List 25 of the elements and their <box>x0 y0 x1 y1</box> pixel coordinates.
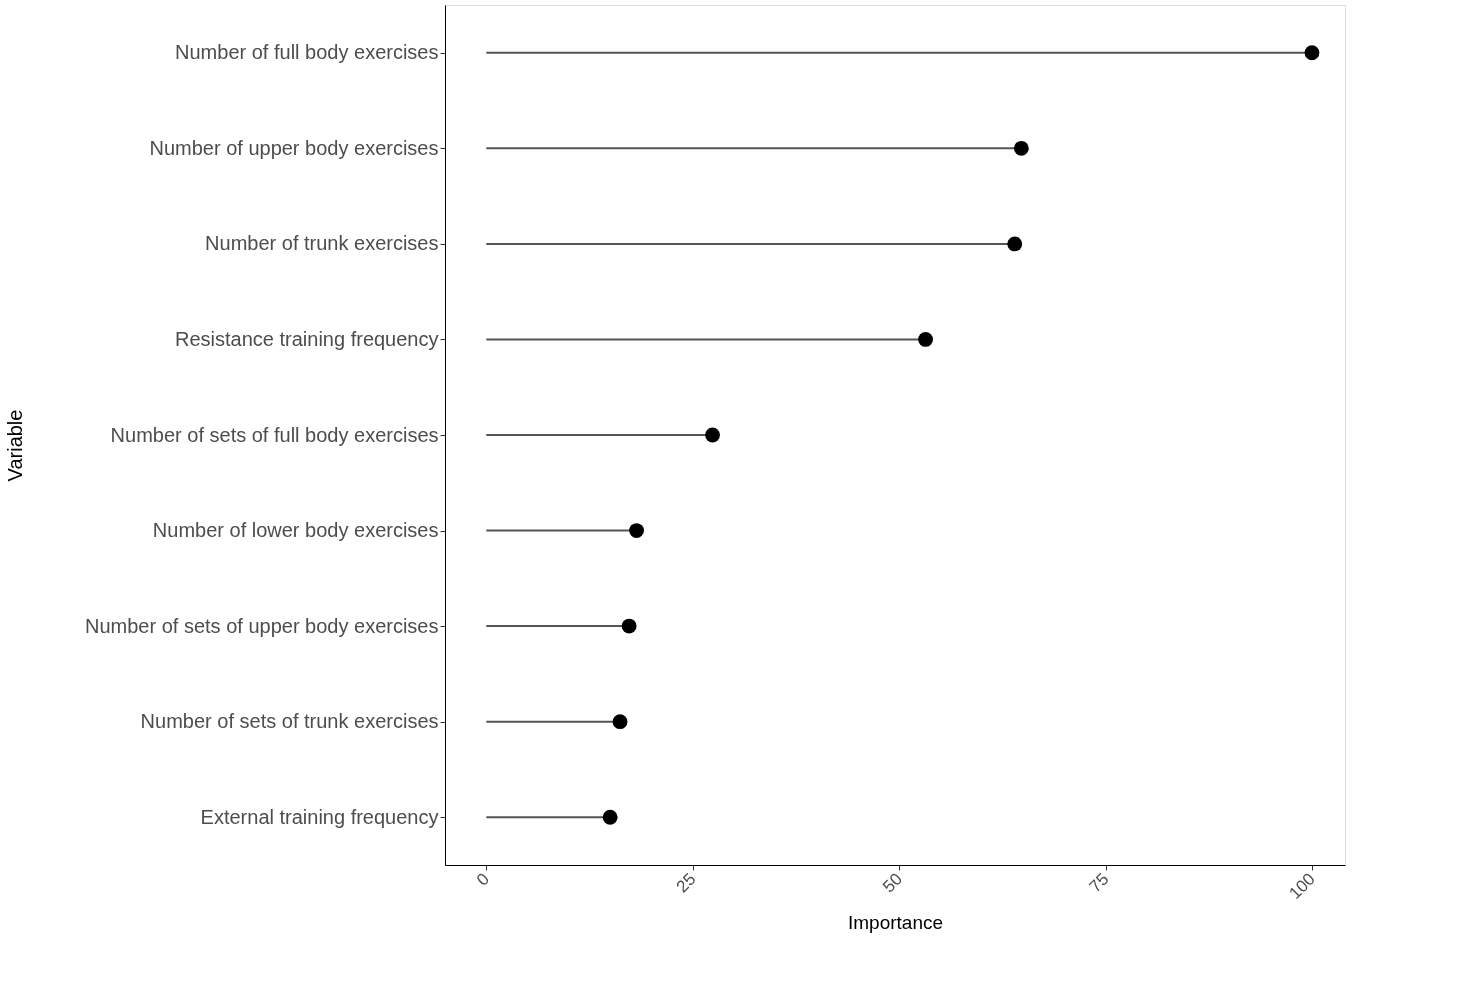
point <box>629 523 644 538</box>
y-tick-label: External training frequency <box>200 805 439 828</box>
x-tick-label: 25 <box>672 869 700 897</box>
point <box>1007 236 1023 252</box>
x-tick-label: 50 <box>879 869 906 897</box>
point <box>1304 45 1320 61</box>
y-tick-label: Number of trunk exercises <box>205 232 439 255</box>
point <box>1013 140 1029 156</box>
x-tick-label: 0 <box>473 869 494 890</box>
x-axis-title: Importance <box>847 912 944 934</box>
point <box>612 714 628 730</box>
point <box>602 809 618 825</box>
y-tick-label: Number of lower body exercises <box>152 519 439 542</box>
point <box>705 427 720 443</box>
y-tick-label: Number of sets of full body exercises <box>110 423 439 446</box>
y-tick-label: Resistance training frequency <box>175 327 439 350</box>
y-tick-label: Number of full body exercises <box>175 41 439 64</box>
x-tick-label: 100 <box>1285 869 1319 903</box>
x-tick-label: 75 <box>1085 869 1113 897</box>
y-axis-title: Variable <box>3 409 26 482</box>
y-tick-label: Number of sets of upper body exercises <box>84 614 439 637</box>
y-tick-label: Number of upper body exercises <box>149 136 439 159</box>
y-tick-label: Number of sets of trunk exercises <box>140 710 439 733</box>
point <box>918 332 933 347</box>
point <box>621 618 637 634</box>
